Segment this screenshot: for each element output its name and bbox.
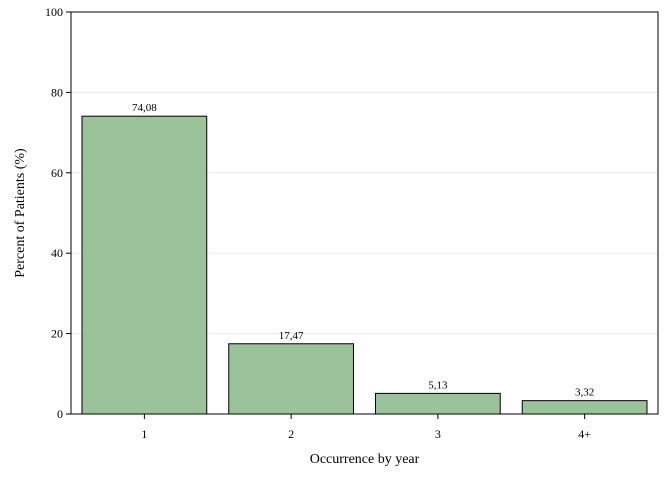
x-tick-label: 3	[435, 427, 441, 441]
bar	[521, 400, 648, 415]
y-tick-label: 20	[51, 327, 63, 341]
y-axis: 0 20 40 60 80 100	[45, 5, 71, 421]
y-tick-label: 100	[45, 5, 63, 19]
x-axis: 1 2 3 4+	[141, 414, 591, 441]
y-tick-label: 80	[51, 85, 63, 99]
bars	[81, 115, 648, 415]
bar-value-label: 74,08	[132, 102, 157, 114]
bar-value-label: 3,32	[575, 387, 594, 399]
data-labels: 74,08 17,47 5,13 3,32	[132, 102, 594, 398]
y-tick-label: 60	[51, 166, 63, 180]
x-tick-label: 2	[288, 427, 294, 441]
y-tick-label: 40	[51, 246, 63, 260]
bar	[228, 343, 354, 415]
x-tick-label: 4+	[578, 427, 591, 441]
y-axis-label: Percent of Patients (%)	[13, 148, 28, 278]
bar-value-label: 17,47	[279, 330, 304, 342]
x-axis-label: Occurrence by year	[310, 452, 420, 467]
plot-frame	[70, 11, 659, 415]
x-tick-label: 1	[141, 427, 147, 441]
bar	[81, 115, 208, 415]
bar-value-label: 5,13	[428, 379, 448, 391]
y-tick-label: 0	[57, 407, 63, 421]
bar	[375, 392, 501, 415]
